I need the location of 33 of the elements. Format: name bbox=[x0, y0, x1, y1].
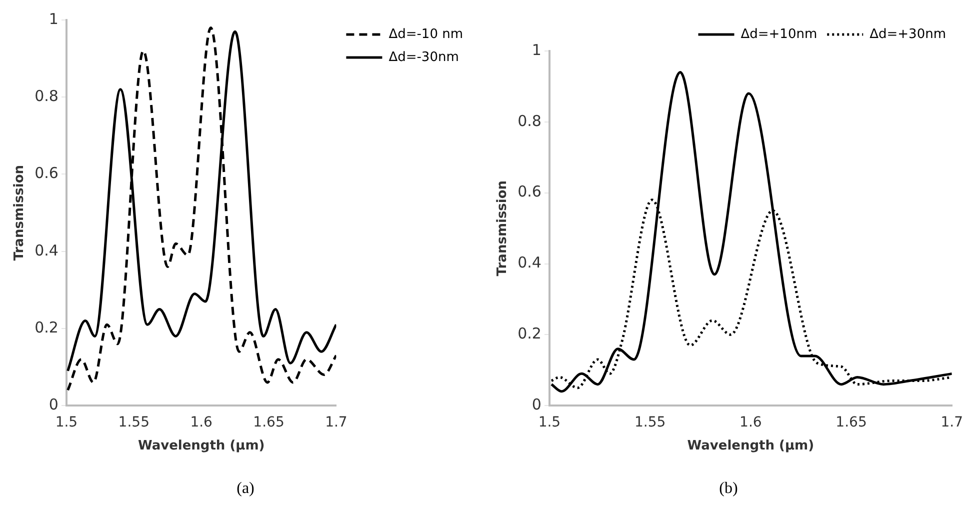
y-axis-title: Transmission bbox=[495, 180, 510, 276]
x-tick-label: 1.65 bbox=[253, 414, 284, 431]
y-tick-label: 0.6 bbox=[34, 164, 58, 182]
y-tick-label: 0 bbox=[48, 395, 58, 414]
x-tick-label: 1.65 bbox=[836, 414, 867, 431]
y-tick-label: 0 bbox=[532, 395, 542, 414]
y-tick-label: 0.4 bbox=[518, 254, 542, 272]
x-tick-label: 1.6 bbox=[740, 414, 762, 431]
x-tick-label: 1.7 bbox=[325, 414, 348, 431]
x-tick-label: 1.5 bbox=[55, 414, 78, 431]
legend-label: Δd=+10nm bbox=[740, 26, 818, 42]
x-tick-label: 1.55 bbox=[118, 414, 150, 431]
x-tick-label: 1.5 bbox=[538, 414, 561, 431]
x-tick-label: 1.6 bbox=[190, 414, 213, 431]
y-tick-label: 0.8 bbox=[518, 112, 542, 130]
y-tick-label: 0.2 bbox=[34, 318, 58, 336]
x-axis-title: Wavelength (µm) bbox=[687, 438, 814, 454]
y-tick-label: 1 bbox=[48, 10, 58, 28]
y-axis-title: Transmission bbox=[12, 164, 28, 261]
text: (a) bbox=[236, 480, 254, 498]
y-tick-label: 0.2 bbox=[518, 324, 542, 343]
x-tick-label: 1.55 bbox=[634, 414, 666, 431]
legend-label: Δd=-30nm bbox=[388, 50, 459, 65]
legend-label: Δd=+30nm bbox=[870, 26, 946, 42]
legend-label: Δd=-10 nm bbox=[388, 26, 464, 42]
text: (b) bbox=[719, 480, 738, 498]
x-tick-label: 1.7 bbox=[940, 414, 963, 431]
line-series bbox=[550, 71, 952, 393]
x-axis-title: Wavelength (µm) bbox=[138, 438, 265, 454]
y-tick-label: 0.6 bbox=[518, 182, 542, 201]
y-tick-label: 1 bbox=[532, 40, 542, 59]
y-tick-label: 0.4 bbox=[34, 241, 58, 260]
y-tick-label: 0.8 bbox=[34, 87, 58, 106]
